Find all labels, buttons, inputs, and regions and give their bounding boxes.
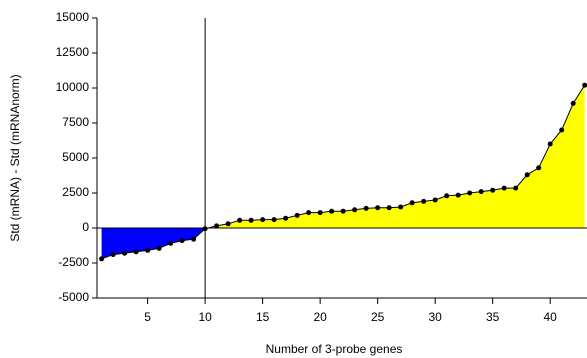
data-point	[490, 187, 496, 193]
x-tick-label: 5	[144, 310, 151, 324]
data-point	[513, 185, 519, 191]
data-point	[133, 249, 139, 255]
x-tick-label: 35	[486, 310, 500, 324]
data-point	[283, 215, 289, 221]
data-point	[582, 82, 587, 88]
data-point	[294, 212, 300, 218]
y-tick-label: -2500	[58, 255, 89, 269]
y-tick-label: 15000	[56, 10, 90, 24]
data-point	[168, 240, 174, 246]
data-point	[524, 172, 530, 178]
data-point	[467, 190, 473, 196]
data-point	[455, 192, 461, 198]
data-point	[398, 204, 404, 210]
data-point	[122, 250, 128, 256]
data-point	[409, 200, 415, 206]
y-tick-label: 2500	[62, 185, 89, 199]
data-point	[478, 189, 484, 195]
data-point	[248, 217, 254, 223]
positive-area	[101, 85, 585, 228]
data-point	[271, 217, 277, 223]
x-tick-label: 10	[198, 310, 212, 324]
data-point	[110, 252, 116, 258]
data-point	[363, 205, 369, 211]
data-point	[559, 127, 565, 133]
data-point	[317, 210, 323, 216]
data-point	[191, 236, 197, 242]
x-tick-label: 15	[256, 310, 270, 324]
y-axis-label: Std (mRNA) - Std (mRNAnorm)	[8, 74, 22, 241]
x-tick-label: 25	[371, 310, 385, 324]
data-point	[179, 238, 185, 244]
y-tick-label: -5000	[58, 290, 89, 304]
y-tick-label: 12500	[56, 45, 90, 59]
negative-area	[101, 228, 585, 259]
y-tick-label: 10000	[56, 80, 90, 94]
data-point	[501, 185, 507, 191]
data-point	[260, 217, 266, 223]
data-point	[214, 223, 220, 229]
data-point	[386, 205, 392, 211]
data-point	[145, 247, 151, 253]
data-point	[156, 245, 162, 251]
x-tick-label: 20	[313, 310, 327, 324]
data-point	[547, 141, 553, 147]
x-axis-label: Number of 3-probe genes	[266, 342, 403, 356]
data-point	[570, 100, 576, 106]
x-tick-label: 40	[544, 310, 558, 324]
data-point	[99, 256, 105, 262]
data-point	[340, 208, 346, 214]
y-tick-label: 0	[82, 220, 89, 234]
x-tick-label: 30	[428, 310, 442, 324]
data-point	[306, 210, 312, 216]
data-point	[237, 217, 243, 223]
data-point	[352, 207, 358, 213]
data-point	[536, 165, 542, 171]
y-tick-label: 5000	[62, 150, 89, 164]
data-point	[444, 193, 450, 199]
data-point	[225, 221, 231, 227]
data-point	[421, 198, 427, 204]
data-point	[329, 208, 335, 214]
data-point	[432, 197, 438, 203]
data-point	[375, 205, 381, 211]
y-tick-label: 7500	[62, 115, 89, 129]
